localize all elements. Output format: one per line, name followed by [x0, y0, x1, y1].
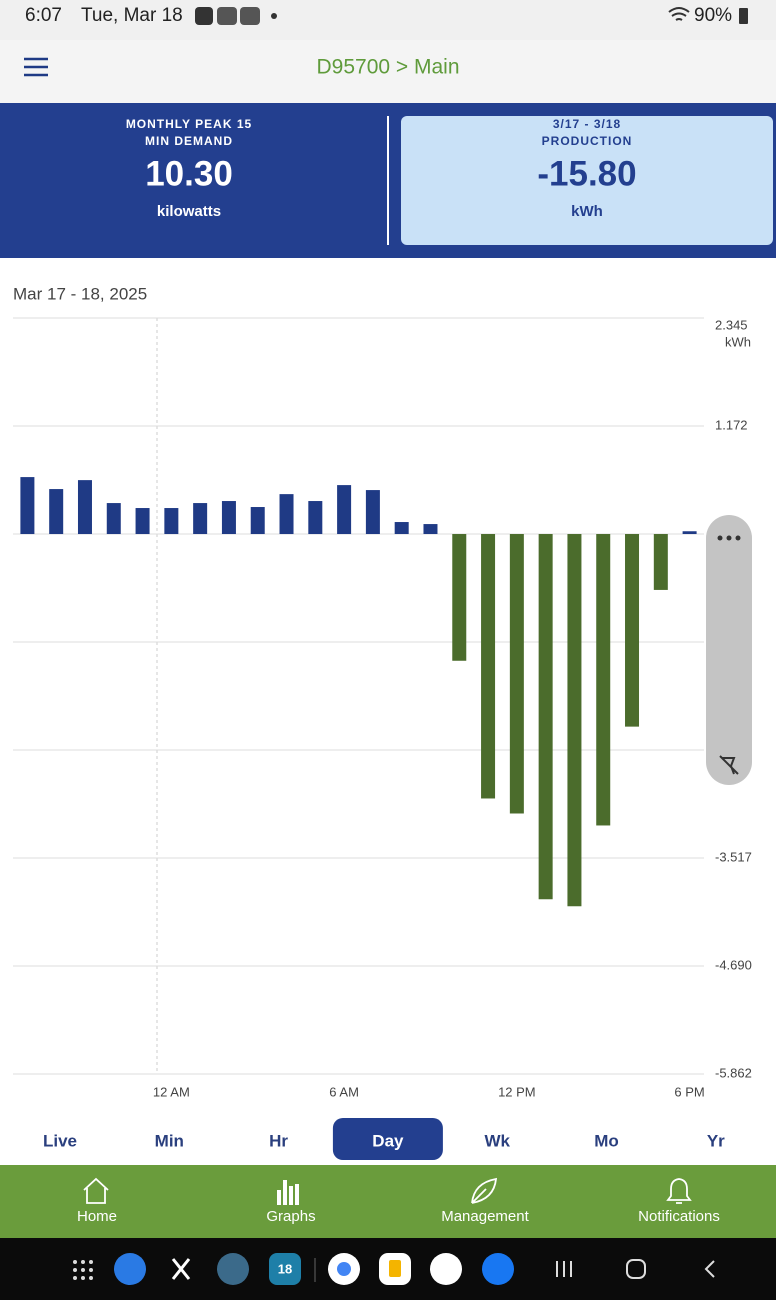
- card-unit: kilowatts: [157, 203, 221, 220]
- period-tab[interactable]: Live: [43, 1131, 77, 1150]
- app-header: [0, 40, 776, 103]
- period-tab[interactable]: Yr: [707, 1131, 725, 1150]
- y-tick-label: -5.862: [715, 1065, 752, 1080]
- battery-level: 90%: [694, 5, 732, 26]
- floating-toolbar[interactable]: [706, 515, 752, 785]
- pin-off-button[interactable]: [719, 755, 739, 775]
- bar: [164, 508, 179, 535]
- bar: [135, 508, 150, 535]
- notif-icon: [217, 7, 237, 25]
- bar: [49, 489, 64, 535]
- y-tick-label: 2.345: [715, 317, 748, 332]
- bar: [20, 477, 35, 535]
- bar: [452, 534, 467, 661]
- x-tick-label: 6 PM: [674, 1084, 704, 1099]
- period-tab[interactable]: Wk: [484, 1131, 510, 1150]
- notifications-icon: [666, 1178, 692, 1204]
- period-tab[interactable]: Min: [155, 1131, 184, 1150]
- management-icon: [471, 1177, 498, 1204]
- bar: [77, 480, 92, 535]
- home-button[interactable]: [626, 1259, 646, 1279]
- notif-icon: [240, 7, 260, 25]
- x-tick-label: 12 AM: [153, 1084, 190, 1099]
- y-tick-label: -4.690: [715, 957, 752, 972]
- y-unit: kWh: [725, 334, 751, 349]
- card-label: PRODUCTION: [542, 134, 633, 148]
- bar: [250, 507, 265, 535]
- bar: [596, 534, 611, 826]
- notif-dot: [271, 13, 277, 19]
- card-value: -15.80: [537, 154, 636, 193]
- bar: [682, 531, 697, 535]
- notif-icon: [195, 7, 213, 25]
- more-button[interactable]: [717, 535, 741, 541]
- bar: [538, 534, 553, 900]
- y-tick-label: 1.172: [715, 417, 748, 432]
- bar: [423, 524, 438, 535]
- app-icon[interactable]: [217, 1253, 249, 1285]
- nav-label[interactable]: Home: [77, 1208, 117, 1225]
- status-time: 6:07: [25, 5, 62, 26]
- menu-button[interactable]: [24, 57, 48, 77]
- battery-icon: [739, 8, 748, 24]
- status-bar: [0, 0, 776, 40]
- plot: -5.862-4.690-3.517-2.345-1.17201.1722.34…: [13, 317, 752, 1099]
- bar: [337, 485, 352, 535]
- bar: [567, 534, 582, 907]
- card-label: 3/17 - 3/18: [553, 117, 621, 131]
- header-title: D95700 > Main: [316, 56, 459, 79]
- bar: [394, 522, 409, 535]
- period-tab[interactable]: Day: [372, 1131, 404, 1150]
- calendar-day: 18: [278, 1261, 292, 1276]
- bar: [106, 503, 121, 535]
- graphs-icon: [277, 1180, 299, 1205]
- bar: [308, 501, 323, 535]
- period-tabs: Live Min Hr Day Wk Mo Yr: [43, 1118, 725, 1160]
- period-tab[interactable]: Hr: [269, 1131, 288, 1150]
- wifi-icon: [668, 7, 690, 21]
- y-tick-label: -3.517: [715, 849, 752, 864]
- back-button[interactable]: [704, 1260, 715, 1278]
- x-tick-label: 12 PM: [498, 1084, 536, 1099]
- app-icon[interactable]: [171, 1258, 191, 1280]
- bar: [193, 503, 208, 535]
- chart-title: Mar 17 - 18, 2025: [13, 284, 147, 303]
- bar: [625, 534, 640, 727]
- app-icon[interactable]: [114, 1253, 146, 1285]
- bar: [279, 494, 294, 535]
- bar: [509, 534, 524, 814]
- selected-tab[interactable]: [332, 1118, 443, 1160]
- apps-grid[interactable]: [73, 1260, 93, 1280]
- status-date: Tue, Mar 18: [81, 5, 183, 26]
- bar: [365, 490, 380, 535]
- chart-area: [0, 258, 776, 1165]
- bottom-nav: [0, 1165, 776, 1238]
- card-unit: kWh: [571, 203, 603, 220]
- bar: [653, 534, 668, 590]
- card-label: MIN DEMAND: [145, 134, 233, 148]
- nav-label[interactable]: Management: [441, 1208, 529, 1225]
- bar: [481, 534, 496, 799]
- app-icon-inner: [389, 1260, 401, 1277]
- card-value: 10.30: [145, 154, 233, 193]
- card-label: MONTHLY PEAK 15: [126, 117, 252, 131]
- production-card[interactable]: [401, 116, 773, 245]
- x-tick-label: 6 AM: [329, 1084, 359, 1099]
- app-icon[interactable]: [482, 1253, 514, 1285]
- bar: [221, 501, 236, 535]
- nav-label[interactable]: Notifications: [638, 1208, 720, 1225]
- recents-button[interactable]: [556, 1261, 572, 1277]
- app-icon[interactable]: [430, 1253, 462, 1285]
- nav-label[interactable]: Graphs: [266, 1208, 315, 1225]
- app-icon-inner: [337, 1262, 351, 1276]
- period-tab[interactable]: Mo: [594, 1131, 619, 1150]
- home-icon: [83, 1177, 109, 1204]
- calendar-icon[interactable]: [269, 1253, 301, 1285]
